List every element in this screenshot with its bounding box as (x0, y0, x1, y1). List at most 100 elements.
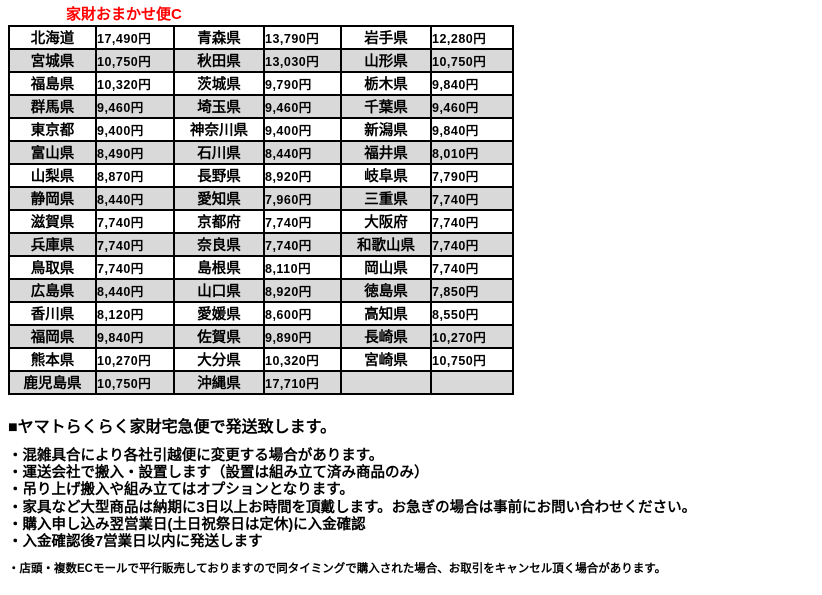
price-cell: 9,840円 (95, 324, 175, 349)
price-cell: 9,890円 (263, 324, 342, 349)
table-row: 東京都 9,400円 神奈川県 9,400円 新潟県 9,840円 (8, 117, 514, 142)
page-title: 家財おまかせ便C (66, 6, 182, 23)
shipping-rate-table: 北海道 17,490円 青森県 13,790円 岩手県 12,280円 宮城県 10,750円… (8, 25, 514, 395)
prefecture-cell: 高知県 (340, 301, 432, 326)
prefecture-cell: 長崎県 (340, 324, 432, 349)
prefecture-cell: 富山県 (8, 140, 97, 165)
price-cell: 8,440円 (95, 278, 175, 303)
price-cell: 8,920円 (263, 163, 342, 188)
prefecture-cell: 愛知県 (173, 186, 265, 211)
price-cell: 7,740円 (430, 232, 514, 257)
table-row: 群馬県 9,460円 埼玉県 9,460円 千葉県 9,460円 (8, 94, 514, 119)
prefecture-cell: 岩手県 (340, 25, 432, 50)
prefecture-cell: 三重県 (340, 186, 432, 211)
prefecture-cell: 福岡県 (8, 324, 97, 349)
prefecture-cell: 宮崎県 (340, 347, 432, 372)
prefecture-cell: 石川県 (173, 140, 265, 165)
table-row: 富山県 8,490円 石川県 8,440円 福井県 8,010円 (8, 140, 514, 165)
price-cell: 10,270円 (95, 347, 175, 372)
price-cell: 10,750円 (430, 48, 514, 73)
prefecture-cell: 山口県 (173, 278, 265, 303)
prefecture-cell: 宮城県 (8, 48, 97, 73)
note-line: ・入金確認後7営業日以内に発送します (8, 534, 263, 551)
note-line: ・混雑具合により各社引越便に変更する場合があります。 (8, 448, 384, 464)
price-cell: 9,790円 (263, 71, 342, 96)
price-cell: 8,600円 (263, 301, 342, 326)
price-cell: 8,120円 (95, 301, 175, 326)
price-cell: 17,710円 (263, 370, 342, 395)
prefecture-cell (340, 370, 432, 395)
note-line: ・吊り上げ搬入や組み立てはオプションとなります。 (8, 482, 354, 499)
note-line: ・運送会社で搬入・設置します（設置は組み立て済み商品のみ） (8, 465, 429, 482)
prefecture-cell: 香川県 (8, 301, 97, 326)
prefecture-cell: 京都府 (173, 209, 265, 234)
prefecture-cell: 兵庫県 (8, 232, 97, 257)
price-cell: 9,840円 (430, 117, 514, 142)
price-cell: 8,550円 (430, 301, 514, 326)
price-cell: 8,440円 (263, 140, 342, 165)
table-row: 鳥取県 7,740円 島根県 8,110円 岡山県 7,740円 (8, 255, 514, 280)
price-cell: 8,920円 (263, 278, 342, 303)
prefecture-cell: 青森県 (173, 25, 265, 50)
price-cell: 7,740円 (430, 255, 514, 280)
prefecture-cell: 北海道 (8, 25, 97, 50)
prefecture-cell: 鳥取県 (8, 255, 97, 280)
price-cell: 10,750円 (95, 370, 175, 395)
prefecture-cell: 千葉県 (340, 94, 432, 119)
prefecture-cell: 徳島県 (340, 278, 432, 303)
prefecture-cell: 茨城県 (173, 71, 265, 96)
price-cell: 7,740円 (95, 255, 175, 280)
prefecture-cell: 沖縄県 (173, 370, 265, 395)
prefecture-cell: 島根県 (173, 255, 265, 280)
prefecture-cell: 東京都 (8, 117, 97, 142)
price-cell: 7,850円 (430, 278, 514, 303)
price-cell: 7,740円 (95, 232, 175, 257)
note-line: ・家具など大型商品は納期に3日以上お時間を頂戴します。お急ぎの場合は事前にお問い… (8, 499, 697, 516)
price-cell: 7,960円 (263, 186, 342, 211)
table-row: 熊本県 10,270円 大分県 10,320円 宮崎県 10,750円 (8, 347, 514, 372)
prefecture-cell: 佐賀県 (173, 324, 265, 349)
price-cell: 9,460円 (263, 94, 342, 119)
prefecture-cell: 大阪府 (340, 209, 432, 234)
price-cell: 8,870円 (95, 163, 175, 188)
prefecture-cell: 広島県 (8, 278, 97, 303)
price-cell: 9,400円 (95, 117, 175, 142)
table-row: 福岡県 9,840円 佐賀県 9,890円 長崎県 10,270円 (8, 324, 514, 349)
price-cell: 7,740円 (263, 232, 342, 257)
table-row: 宮城県 10,750円 秋田県 13,030円 山形県 10,750円 (8, 48, 514, 73)
prefecture-cell: 山梨県 (8, 163, 97, 188)
price-cell: 9,840円 (430, 71, 514, 96)
prefecture-cell: 長野県 (173, 163, 265, 188)
prefecture-cell: 福井県 (340, 140, 432, 165)
table-row: 兵庫県 7,740円 奈良県 7,740円 和歌山県 7,740円 (8, 232, 514, 257)
note-line: ・購入申し込み翌営業日(土日祝祭日は定休)に入金確認 (8, 516, 366, 533)
prefecture-cell: 福島県 (8, 71, 97, 96)
price-cell: 10,750円 (430, 347, 514, 372)
price-cell: 17,490円 (95, 25, 175, 50)
notes-bullet-list: ・混雑具合により各社引越便に変更する場合があります。 ・運送会社で搬入・設置しま… (8, 448, 818, 551)
price-cell: 9,400円 (263, 117, 342, 142)
price-cell: 7,740円 (263, 209, 342, 234)
price-cell: 10,270円 (430, 324, 514, 349)
prefecture-cell: 滋賀県 (8, 209, 97, 234)
prefecture-cell: 群馬県 (8, 94, 97, 119)
price-cell: 8,490円 (95, 140, 175, 165)
price-cell: 7,740円 (430, 209, 514, 234)
prefecture-cell: 静岡県 (8, 186, 97, 211)
price-cell: 8,010円 (430, 140, 514, 165)
prefecture-cell: 山形県 (340, 48, 432, 73)
price-cell: 10,750円 (95, 48, 175, 73)
prefecture-cell: 秋田県 (173, 48, 265, 73)
prefecture-cell: 鹿児島県 (8, 370, 97, 395)
table-row: 鹿児島県 10,750円 沖縄県 17,710円 (8, 370, 514, 395)
prefecture-cell: 大分県 (173, 347, 265, 372)
prefecture-cell: 岐阜県 (340, 163, 432, 188)
price-cell: 7,790円 (430, 163, 514, 188)
notes-heading: ■ヤマトらくらく家財宅急便で発送致します。 (8, 419, 337, 436)
price-cell: 7,740円 (95, 209, 175, 234)
price-cell: 7,740円 (430, 186, 514, 211)
table-row: 滋賀県 7,740円 京都府 7,740円 大阪府 7,740円 (8, 209, 514, 234)
price-cell (430, 370, 514, 395)
table-row: 広島県 8,440円 山口県 8,920円 徳島県 7,850円 (8, 278, 514, 303)
